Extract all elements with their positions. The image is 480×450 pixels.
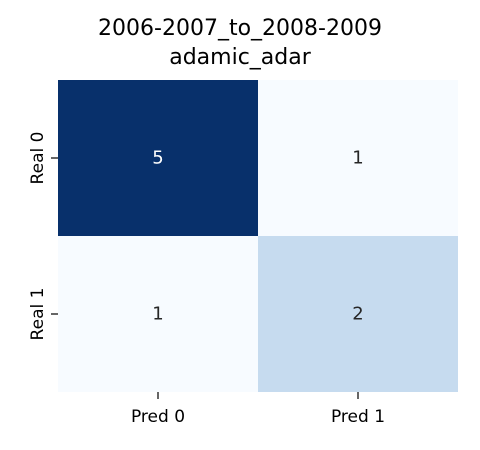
x-axis: Pred 0 Pred 1 — [131, 392, 385, 427]
cell-value-r0-c0: 5 — [152, 148, 163, 169]
cell-value-r1-c1: 2 — [352, 304, 363, 325]
heatmap-cell-r0-c0 — [58, 80, 258, 236]
y-tick-label-0: Real 0 — [28, 132, 48, 185]
x-tick-label-1: Pred 1 — [331, 407, 385, 427]
heatmap-cell-r1-c0 — [58, 236, 258, 392]
heatmap-cell-r0-c1 — [258, 80, 458, 236]
heatmap-cells — [58, 80, 458, 392]
x-tick-label-0: Pred 0 — [131, 407, 185, 427]
y-axis: Real 0 Real 1 — [28, 132, 58, 341]
chart-subtitle: adamic_adar — [169, 45, 311, 70]
chart-title: 2006-2007_to_2008-2009 — [98, 16, 382, 41]
cell-value-r0-c1: 1 — [352, 148, 363, 169]
cell-value-r1-c0: 1 — [152, 304, 163, 325]
heatmap-cell-r1-c1 — [258, 236, 458, 392]
y-tick-label-1: Real 1 — [28, 288, 48, 341]
heatmap-cell-labels: 5 1 1 2 — [152, 148, 363, 325]
